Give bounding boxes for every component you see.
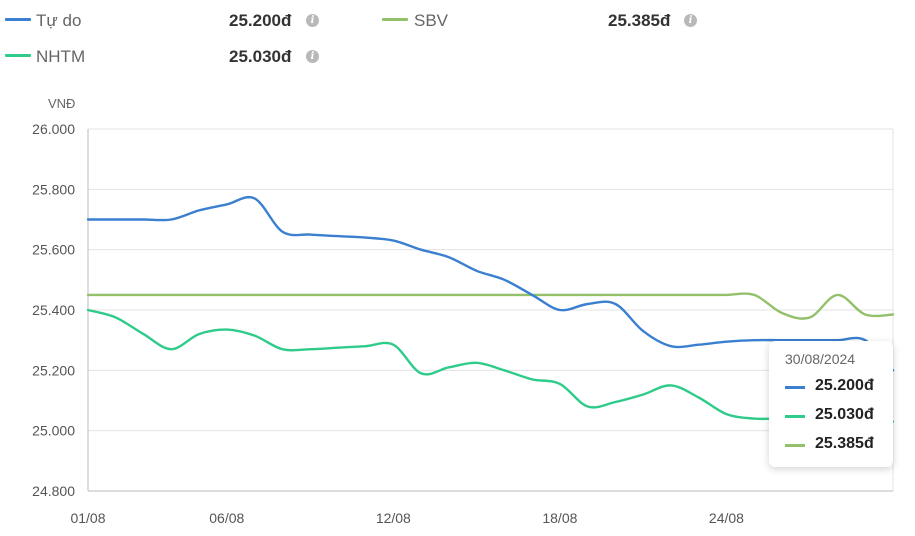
x-tick-label: 18/08 (542, 510, 577, 526)
series-line-tu-do (86, 195, 895, 372)
tooltip-line-sbv (785, 444, 805, 447)
legend-line-sbv (382, 18, 408, 21)
info-icon[interactable]: i (306, 14, 319, 27)
x-tick-label: 06/08 (209, 510, 244, 526)
series (86, 195, 895, 423)
legend-line-nhtm (5, 54, 31, 57)
legend-label-nhtm: NHTM (36, 47, 86, 66)
y-tick-label: 25.600 (32, 242, 75, 258)
legend-label-sbv: SBV (414, 11, 449, 30)
x-tick-label: 01/08 (70, 510, 105, 526)
series-line-sbv (86, 292, 895, 320)
legend-label-tu-do: Tự do (36, 11, 82, 30)
y-tick-label: 25.800 (32, 181, 75, 197)
legend-value-tu-do: 25.200đ (229, 11, 292, 30)
info-icon[interactable]: i (306, 50, 319, 63)
tooltip-row-sbv: 25.385đ (785, 435, 889, 455)
tooltip-value-nhtm: 25.030đ (815, 406, 874, 423)
x-tick-label: 12/08 (376, 510, 411, 526)
y-tick-label: 26.000 (32, 121, 75, 137)
y-axis-label: VNĐ (48, 96, 75, 111)
legend-line-tu-do (5, 18, 31, 21)
tooltip-value-sbv: 25.385đ (815, 435, 874, 452)
tooltip-row-nhtm: 25.030đ (785, 406, 889, 426)
tooltip-line-tu-do (785, 386, 805, 389)
tooltip-date: 30/08/2024 (785, 351, 856, 367)
legend-value-sbv: 25.385đ (608, 11, 671, 30)
legend-value-nhtm: 25.030đ (229, 47, 292, 66)
y-axis-ticks: 24.800 25.000 25.200 25.400 25.600 25.800 26.0… (32, 121, 75, 499)
x-axis-ticks: 01/08 06/08 12/08 18/08 24/08 (70, 510, 744, 526)
series-line-nhtm (86, 308, 895, 423)
tooltip-row-tu-do: 25.200đ (785, 377, 889, 397)
info-icon[interactable]: i (684, 14, 697, 27)
tooltip: 30/08/2024 25.200đ 25.030đ 25.385đ (769, 341, 893, 467)
y-tick-label: 24.800 (32, 483, 75, 499)
tooltip-line-nhtm (785, 415, 805, 418)
tooltip-value-tu-do: 25.200đ (815, 377, 874, 394)
y-tick-label: 25.400 (32, 302, 75, 318)
x-tick-label: 24/08 (709, 510, 744, 526)
y-tick-label: 25.000 (32, 423, 75, 439)
y-tick-label: 25.200 (32, 362, 75, 378)
